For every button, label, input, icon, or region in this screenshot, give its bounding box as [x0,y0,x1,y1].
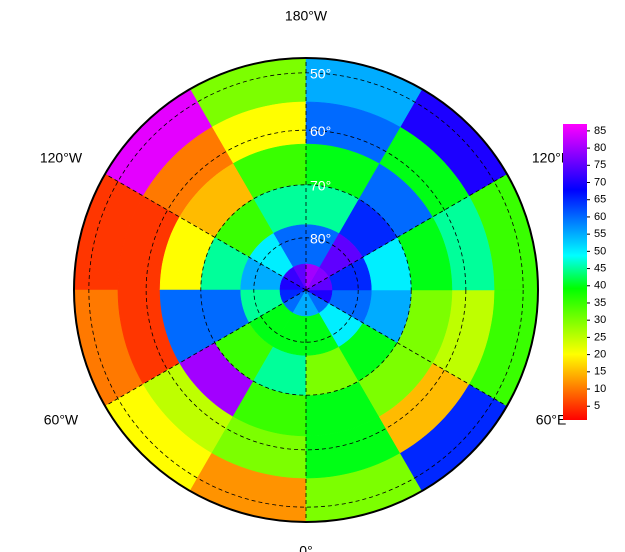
longitude-label: 60°E [536,412,567,428]
longitude-label: 120°E [532,150,570,166]
colorbar-tick-label: 10 [594,383,606,395]
colorbar-tick-label: 35 [594,297,606,309]
colorbar-tick-label: 80 [594,142,606,154]
grid-cell [283,267,307,291]
labels: 50° 60° 70° 80° 180°W 120°E 60°E 0° 60°W 120°W [40,8,570,552]
latitude-label: 70° [310,178,331,194]
colorbar-tick-label: 5 [594,400,600,412]
grid-cell [283,289,307,313]
longitude-label: 60°W [44,412,79,428]
colorbar-tick-label: 50 [594,245,606,257]
colorbar-tick-label: 85 [594,125,606,137]
grid-cell [305,289,320,317]
colorbar-tick-label: 60 [594,211,606,223]
graticule [88,58,524,522]
colorbar-tick-label: 20 [594,349,606,361]
colorbar-tick-label: 40 [594,280,606,292]
longitude-label: 120°W [40,150,83,166]
longitude-line [305,289,508,407]
longitude-line [305,173,508,291]
latitude-label: 80° [310,231,331,247]
grid-cell [305,267,329,291]
colorbar-tick-label: 70 [594,176,606,188]
grid-cell [292,263,307,291]
colorbar-tick-label: 65 [594,194,606,206]
longitude-label: 0° [299,543,312,552]
colorbar-bar [563,124,587,420]
colorbar: 5 10 15 20 25 30 35 40 45 50 55 60 65 70 75 80 85 [563,124,606,420]
map-boundary [73,57,539,523]
longitude-label: 180°W [285,8,328,24]
colorbar-tick-label: 45 [594,262,606,274]
grid-cell [292,289,307,317]
longitude-line [104,173,307,291]
longitude-line [104,289,307,407]
grid-cell [279,289,307,304]
colorbar-tick-label: 75 [594,159,606,171]
grid-cell [279,276,307,291]
grid-cell [305,263,320,291]
heatmap [74,58,538,522]
colorbar-tick-label: 25 [594,331,606,343]
latitude-line [145,129,467,451]
colorbar-tick-label: 55 [594,228,606,240]
latitude-label: 50° [310,66,331,82]
latitude-line [200,184,412,396]
grid-cell [305,289,333,304]
grid-cell [305,276,333,291]
colorbar-tick-label: 30 [594,314,606,326]
colorbar-tick-label: 15 [594,366,606,378]
latitude-label: 60° [310,123,331,139]
grid-cell [305,289,329,313]
